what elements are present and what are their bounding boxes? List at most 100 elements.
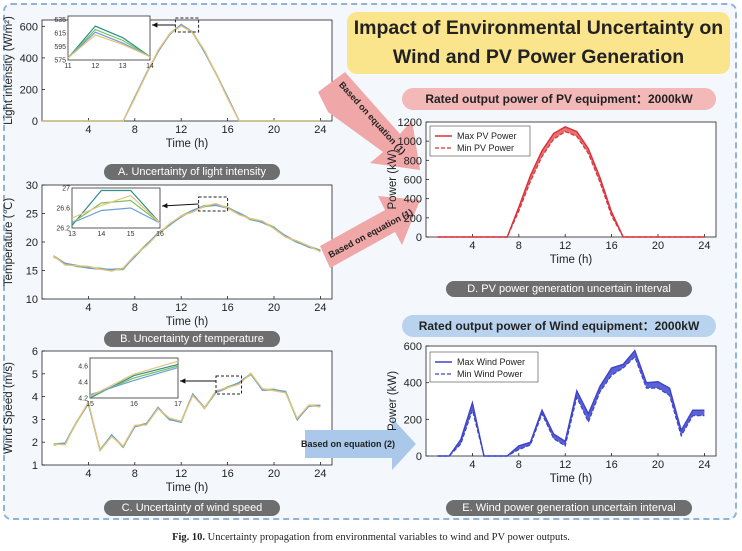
inset-y-tick-label-wind: 4.4 (78, 380, 88, 387)
inset-x-tick-label-light: 11 (64, 63, 71, 70)
y-tick-label-wind: 1 (32, 460, 38, 472)
inset-series-temp-3 (71, 207, 161, 224)
x-tick-label-windpower: 20 (652, 459, 664, 471)
x-tick-label-windpower: 24 (698, 459, 710, 471)
legend-pv: Max PV Power Min PV Power (429, 125, 531, 157)
inset-x-tick-label-light: 14 (146, 63, 154, 70)
label-d: D. PV power generation uncertain interva… (446, 281, 692, 297)
title-box (347, 12, 730, 74)
x-tick-label-light: 8 (132, 124, 138, 136)
arrow-label-3: Based on equation (2) (301, 439, 395, 449)
x-tick-label-wind: 16 (221, 468, 233, 480)
inset-y-tick-label-wind: 4.6 (78, 364, 88, 371)
x-tick-label-pv: 24 (698, 240, 710, 252)
series-line-light-4 (42, 25, 321, 122)
label-a: A. Uncertainty of light intensity (104, 164, 280, 180)
x-tick-label-temp: 24 (314, 302, 326, 314)
temp-inset-arrow (161, 203, 199, 209)
arrow-pv-1 (318, 72, 420, 170)
x-tick-label-temp: 8 (132, 302, 138, 314)
chart-windpower: 4 8 12 16 20 24 0 200 400 600 Time (h) Power (kW) Ma… (387, 341, 717, 485)
light-inset-arrow (152, 22, 176, 28)
inset-series-temp-4 (71, 194, 161, 224)
y-tick-label-temp: 30 (26, 180, 38, 192)
x-tick-label-windpower: 16 (605, 459, 617, 471)
y-tick-label-light: 200 (20, 84, 38, 96)
wind-inset-arrow-head (180, 378, 186, 384)
inset-light: 11 12 13 14 575 595 615 635 (54, 15, 154, 70)
inset-series-light-4 (67, 34, 151, 59)
inset-series-light-1 (67, 25, 151, 59)
x-tick-label-pv: 4 (469, 240, 475, 252)
x-tick-label-light: 12 (175, 124, 187, 136)
inset-series-wind-3 (89, 367, 179, 396)
x-axis-label-temp: Time (h) (166, 316, 209, 328)
x-tick-label-wind: 8 (132, 468, 138, 480)
title-line-1: Impact of Environmental Uncertainty on (353, 17, 724, 39)
y-tick-label-pv: 200 (404, 213, 422, 225)
inset-x-tick-label-temp: 15 (127, 231, 135, 238)
x-tick-label-pv: 8 (516, 240, 522, 252)
series-line-temp-4 (53, 202, 321, 272)
x-axis-label-wind: Time (h) (166, 482, 209, 494)
y-tick-label-wind: 4 (32, 392, 38, 404)
x-tick-label-light: 20 (268, 124, 280, 136)
inset-wind: 15 16 17 4.2 4.4 4.6 (78, 357, 182, 408)
caption-text: Uncertainty propagation from environment… (207, 532, 570, 543)
inset-y-tick-label-temp: 27 (62, 186, 70, 193)
y-tick-label-pv: 400 (404, 194, 422, 206)
label-b: B. Uncertainty of temperature (104, 331, 280, 347)
x-tick-label-temp: 12 (175, 302, 187, 314)
legend-min-label-pv: Min PV Power (457, 143, 514, 153)
inset-x-tick-label-wind: 16 (130, 401, 138, 408)
y-tick-label-light: 0 (32, 116, 38, 128)
figure-caption: Fig. 10. Uncertainty propagation from en… (0, 532, 742, 543)
y-tick-label-wind: 2 (32, 437, 38, 449)
x-tick-label-wind: 20 (268, 468, 280, 480)
inset-series-temp-1 (71, 189, 161, 226)
y-tick-label-pv: 800 (404, 155, 422, 167)
min-line-pv (437, 130, 705, 238)
legend-frame-pv (429, 125, 531, 157)
inset-y-tick-label-light: 595 (54, 44, 66, 51)
inset-series-temp-2 (71, 199, 161, 224)
inset-x-tick-label-wind: 17 (174, 401, 182, 408)
x-tick-label-temp: 20 (268, 302, 280, 314)
x-tick-label-wind: 12 (175, 468, 187, 480)
inset-y-tick-label-wind: 4.2 (78, 396, 88, 403)
pv-header: Rated output power of PV equipment：2000k… (402, 88, 716, 110)
y-tick-label-windpower: 200 (404, 414, 422, 426)
wind-inset-arrow (180, 378, 216, 384)
inset-y-tick-label-light: 635 (54, 17, 66, 24)
x-tick-label-windpower: 8 (516, 459, 522, 471)
inset-x-tick-label-light: 13 (119, 63, 127, 70)
y-tick-label-temp: 15 (26, 266, 38, 278)
inset-x-tick-label-temp: 16 (156, 231, 164, 238)
x-axis-label-light: Time (h) (166, 138, 209, 150)
min-line-windpower (437, 355, 705, 457)
chart-temp: 4 8 12 16 20 24 10 15 20 25 30 Time (h) Temperature … (3, 180, 333, 328)
y-tick-label-windpower: 0 (416, 451, 422, 463)
light-inset-arrow-head (152, 22, 158, 28)
inset-y-tick-label-light: 615 (54, 30, 66, 37)
arrow-wind (305, 418, 416, 470)
legend-max-label-windpower: Max Wind Power (457, 357, 525, 367)
x-tick-label-wind: 4 (85, 468, 91, 480)
legend-windpower: Max Wind Power Min Wind Power (429, 351, 539, 383)
inset-temp: 13 14 15 16 26.2 26.6 27 (56, 186, 164, 239)
chart-light: 4 8 12 16 20 24 0 200 400 600 Time (h) Light intens… (3, 16, 333, 150)
temp-highlight-box (198, 196, 229, 212)
x-tick-label-windpower: 12 (559, 459, 571, 471)
x-tick-label-windpower: 4 (469, 459, 475, 471)
y-tick-label-temp: 25 (26, 209, 38, 221)
y-tick-label-wind: 3 (32, 414, 38, 426)
temp-inset-arrow-shaft (161, 203, 199, 207)
y-tick-label-temp: 10 (26, 294, 38, 306)
legend-frame-windpower (429, 351, 539, 383)
inset-x-tick-label-wind: 15 (86, 401, 94, 408)
label-e: E. Wind power generation uncertain inter… (446, 500, 692, 516)
caption-number: Fig. 10. (172, 532, 206, 543)
y-tick-label-pv: 1000 (398, 136, 422, 148)
inset-y-tick-label-light: 575 (54, 58, 66, 65)
temp-inset-arrow-head (162, 203, 168, 209)
